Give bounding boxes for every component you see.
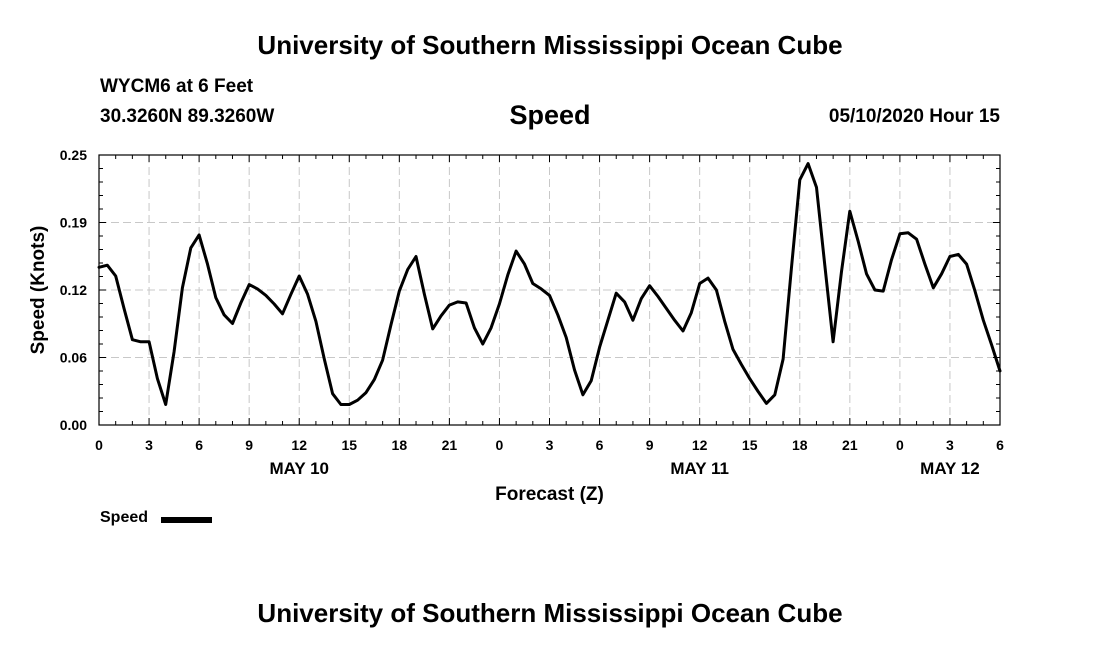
coordinates-label: 30.3260N 89.3260W — [100, 106, 275, 127]
x-tick-label: 6 — [195, 437, 203, 453]
x-tick-label: 6 — [596, 437, 604, 453]
x-axis-label: Forecast (Z) — [495, 484, 604, 505]
speed-series-line — [97, 162, 1002, 406]
data-layer — [97, 162, 1002, 406]
x-tick-label: 0 — [896, 437, 904, 453]
y-tick-label: 0.06 — [60, 350, 87, 366]
legend-label: Speed — [100, 509, 149, 526]
x-tick-label: 3 — [145, 437, 153, 453]
x-tick-label: 15 — [341, 437, 357, 453]
x-tick-label: 21 — [842, 437, 858, 453]
x-tick-label: 12 — [692, 437, 708, 453]
variable-title: Speed — [509, 100, 591, 130]
x-tick-label: 9 — [245, 437, 253, 453]
x-tick-label: 15 — [742, 437, 758, 453]
y-tick-label: 0.00 — [60, 417, 87, 433]
x-tick-label: 18 — [792, 437, 808, 453]
chart-top-title: University of Southern Mississippi Ocean… — [257, 30, 843, 60]
day-label: MAY 10 — [269, 459, 329, 478]
x-tick-label: 18 — [392, 437, 408, 453]
x-tick-label: 9 — [646, 437, 654, 453]
y-tick-label: 0.25 — [60, 147, 87, 163]
legend-swatch — [161, 517, 212, 523]
y-axis-label: Speed (Knots) — [28, 226, 49, 355]
x-tick-label: 3 — [546, 437, 554, 453]
issued-time-label: 05/10/2020 Hour 15 — [828, 106, 1000, 127]
day-label: MAY 12 — [920, 459, 980, 478]
station-label: WYCM6 at 6 Feet — [100, 76, 254, 97]
grid — [99, 155, 1000, 425]
chart-bottom-title: University of Southern Mississippi Ocean… — [257, 598, 843, 628]
day-label: MAY 11 — [670, 459, 729, 478]
x-tick-label: 0 — [496, 437, 504, 453]
y-tick-label: 0.12 — [60, 282, 87, 298]
x-tick-label: 3 — [946, 437, 954, 453]
x-tick-label: 12 — [291, 437, 307, 453]
axis-text: 0 3 6 9 12 15 18 21 0 3 6 9 12 15 18 21 0 3 6 0.00 0.06 0.12 0… — [28, 147, 1004, 505]
axes — [98, 154, 1001, 426]
x-tick-label: 21 — [442, 437, 458, 453]
y-tick-label: 0.19 — [60, 215, 87, 231]
x-tick-label: 6 — [996, 437, 1004, 453]
x-tick-label: 0 — [95, 437, 103, 453]
